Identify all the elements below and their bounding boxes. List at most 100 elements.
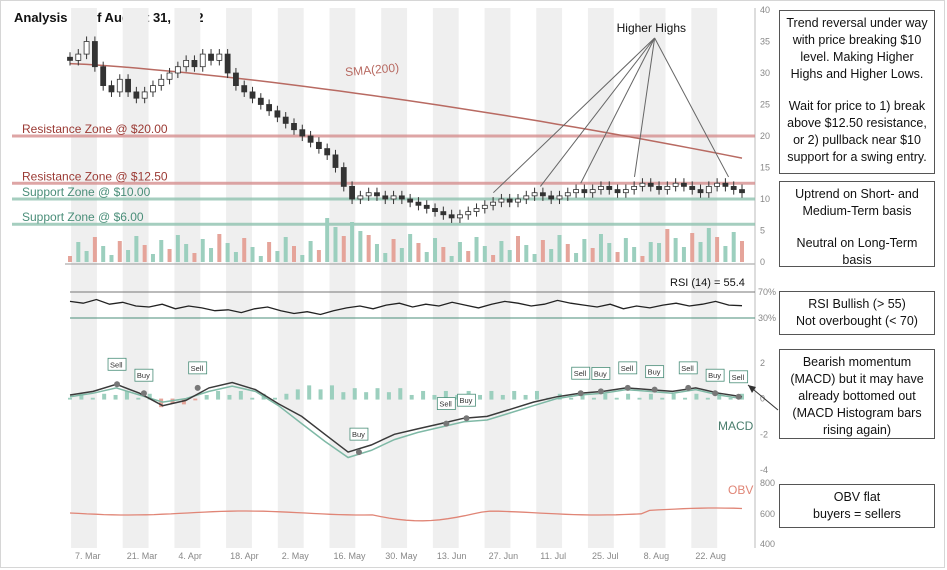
macd-signal-dot-11 xyxy=(712,390,719,397)
candle-body-64 xyxy=(598,185,604,190)
shade-band-11 xyxy=(639,8,666,548)
macd-hist-8 xyxy=(159,398,164,408)
macd-signal-box-0 xyxy=(107,357,127,371)
macd-hist-46 xyxy=(591,397,596,400)
candle-body-65 xyxy=(606,185,613,190)
macd-signal-label-10: Sell xyxy=(681,364,694,373)
volume-bar-75 xyxy=(690,233,695,262)
volume-bar-56 xyxy=(532,254,537,262)
candle-body-18 xyxy=(216,53,223,61)
macd-hist-20 xyxy=(295,389,300,400)
candle-body-54 xyxy=(515,198,521,203)
macd-signal-label-0: Sell xyxy=(110,360,123,369)
candle-body-29 xyxy=(307,135,314,143)
higher-highs-arrow-3 xyxy=(633,37,656,178)
note-macd: Bearish momentum (MACD) but it may have … xyxy=(779,349,935,439)
volume-bar-11 xyxy=(159,240,164,262)
candle-body-24 xyxy=(266,104,273,112)
macd-hist-12 xyxy=(204,394,209,400)
volume-bar-24 xyxy=(267,242,272,262)
price-tick-4: 20 xyxy=(760,131,770,141)
volume-bar-31 xyxy=(325,218,330,262)
macd-hist-0 xyxy=(68,397,72,400)
macd-signal-label-1: Buy xyxy=(137,371,150,380)
macd-signal-label-7: Buy xyxy=(594,369,607,378)
shade-band-7 xyxy=(432,8,459,548)
obv-line xyxy=(69,507,743,522)
note-uptrend-line-3: Neutral on Long-Term basis xyxy=(796,236,918,267)
macd-hist-36 xyxy=(478,394,483,400)
rsi-line xyxy=(69,298,743,316)
macd-hist-16 xyxy=(250,397,255,400)
candle-body-72 xyxy=(664,185,671,190)
note-rsi-line-1: RSI Bullish (> 55) xyxy=(808,297,906,311)
candle-body-35 xyxy=(357,195,364,200)
candle-body-49 xyxy=(473,208,480,212)
candle-body-7 xyxy=(125,78,131,93)
volume-bar-3 xyxy=(92,237,97,262)
volume-bar-77 xyxy=(706,228,711,262)
volume-bar-71 xyxy=(657,243,662,262)
date-tick-10: 25. Jul xyxy=(592,551,619,561)
note-uptrend: Uptrend on Short- and Medium-Term basis … xyxy=(779,181,935,267)
macd-signal-dot-3 xyxy=(355,449,362,456)
candle-body-53 xyxy=(506,198,513,203)
macd-signal-box-10 xyxy=(678,361,698,375)
candle-body-51 xyxy=(490,201,497,206)
macd-signal-dot-0 xyxy=(114,381,121,388)
note-trend: Trend reversal under way with price brea… xyxy=(779,10,935,174)
macd-hist-26 xyxy=(364,392,369,400)
macd-signal-line xyxy=(69,385,743,459)
zone-label-2: Support Zone @ $10.00 xyxy=(22,185,151,199)
candle-body-3 xyxy=(91,41,98,68)
macd-signal-box-7 xyxy=(591,367,611,380)
date-tick-12: 22. Aug xyxy=(695,551,726,561)
candle-body-12 xyxy=(166,72,173,80)
volume-bar-36 xyxy=(366,235,371,262)
shade-band-9 xyxy=(536,8,563,548)
macd-hist-39 xyxy=(512,390,517,400)
volume-bar-7 xyxy=(126,250,131,262)
macd-signal-label-6: Sell xyxy=(574,369,587,378)
macd-signal-label-8: Sell xyxy=(621,364,634,373)
candle-body-28 xyxy=(299,129,306,137)
candle-body-13 xyxy=(174,66,181,74)
candle-body-21 xyxy=(241,85,248,93)
volume-bar-78 xyxy=(715,237,720,262)
volume-bar-44 xyxy=(433,238,438,262)
candle-body-4 xyxy=(100,66,107,86)
volume-bar-21 xyxy=(242,238,247,262)
macd-hist-24 xyxy=(341,392,346,400)
candle-body-30 xyxy=(315,141,322,150)
candle-body-48 xyxy=(465,211,472,216)
volume-bar-76 xyxy=(698,242,703,262)
macd-hist-25 xyxy=(352,388,357,400)
volume-bar-22 xyxy=(250,247,255,262)
macd-hist-51 xyxy=(648,393,653,400)
volume-bar-20 xyxy=(233,252,238,262)
candle-body-36 xyxy=(365,192,372,197)
obv-tick-2: 400 xyxy=(760,539,775,549)
candle-body-11 xyxy=(158,78,165,87)
candle-body-68 xyxy=(631,185,638,190)
volume-bar-60 xyxy=(565,244,570,262)
note-obv-line-2: buyers = sellers xyxy=(813,507,901,521)
candle-body-78 xyxy=(714,182,721,187)
macd-signal-label-2: Sell xyxy=(191,364,204,373)
higher-highs-arrow-2 xyxy=(580,37,656,184)
higher-highs-arrow-1 xyxy=(540,37,656,187)
volume-bar-28 xyxy=(300,255,305,262)
macd-hist-52 xyxy=(660,397,665,400)
candle-body-27 xyxy=(291,123,297,131)
price-tick-6: 30 xyxy=(760,68,770,78)
volume-bar-30 xyxy=(316,250,321,262)
macd-hist-31 xyxy=(421,390,426,400)
macd-signal-box-12 xyxy=(729,370,749,384)
price-tick-8: 40 xyxy=(760,5,770,15)
date-tick-3: 18. Apr xyxy=(230,551,259,561)
note-uptrend-line-2 xyxy=(786,220,928,235)
volume-bar-6 xyxy=(117,241,122,262)
note-trend-line-3: Wait for price to 1) break above $12.50 … xyxy=(787,99,927,164)
macd-signal-box-2 xyxy=(188,361,208,375)
macd-hist-14 xyxy=(227,394,232,400)
